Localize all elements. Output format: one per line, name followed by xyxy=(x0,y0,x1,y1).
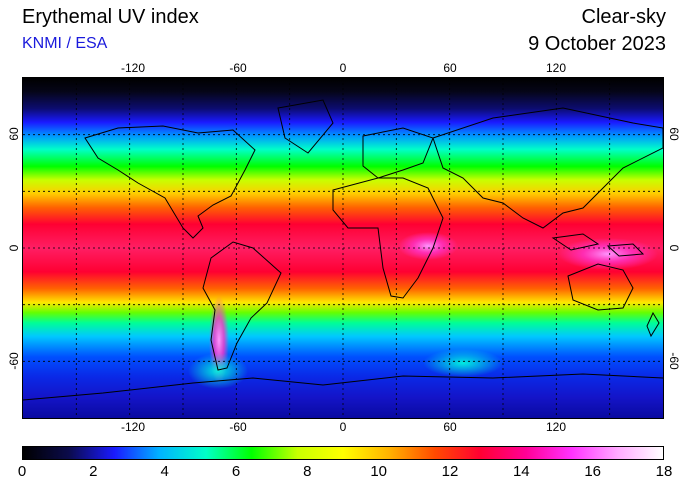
graticule xyxy=(23,78,663,418)
colorbar-label: 18 xyxy=(655,463,673,480)
lon-tick-top: 60 xyxy=(443,61,457,75)
colorbar-label: 4 xyxy=(160,463,169,480)
uv-colorbar xyxy=(22,446,664,460)
africa-hotspot xyxy=(398,232,458,260)
colorbar-label: 14 xyxy=(512,463,530,480)
colorbar-label: 2 xyxy=(89,463,98,480)
credit-label: KNMI / ESA xyxy=(22,35,108,52)
lat-tick-left: 60 xyxy=(7,127,21,141)
south-patch xyxy=(423,349,503,377)
lat-tick-right: -60 xyxy=(667,352,681,370)
colorbar-label: 6 xyxy=(231,463,241,480)
colorbar-label: 0 xyxy=(17,463,27,480)
lon-tick-top: -60 xyxy=(229,61,247,75)
lon-tick-bottom: 120 xyxy=(545,420,567,434)
sky-condition-label: Clear-sky xyxy=(581,6,666,28)
date-label: 9 October 2023 xyxy=(528,33,666,55)
uv-index-map[interactable] xyxy=(22,77,664,419)
lon-tick-top: -120 xyxy=(120,61,146,75)
colorbar-label: 8 xyxy=(303,463,312,480)
lon-tick-top: 0 xyxy=(339,61,347,75)
lon-tick-bottom: -120 xyxy=(120,420,146,434)
lon-tick-bottom: 0 xyxy=(339,420,347,434)
lon-tick-bottom: -60 xyxy=(229,420,247,434)
map-title: Erythemal UV index xyxy=(22,6,199,28)
lat-tick-right: 60 xyxy=(667,127,681,141)
colorbar-label: 12 xyxy=(441,463,459,480)
south-patch xyxy=(188,353,248,389)
colorbar-label: 16 xyxy=(584,463,602,480)
lon-tick-bottom: 60 xyxy=(443,420,457,434)
lat-tick-left: 0 xyxy=(7,244,21,252)
lat-tick-left: -60 xyxy=(7,352,21,370)
uv-map-svg xyxy=(23,78,663,418)
colorbar-label: 10 xyxy=(370,463,388,480)
lon-tick-top: 120 xyxy=(545,61,567,75)
indonesia-hotspot xyxy=(558,238,658,270)
lat-tick-right: 0 xyxy=(667,244,681,252)
